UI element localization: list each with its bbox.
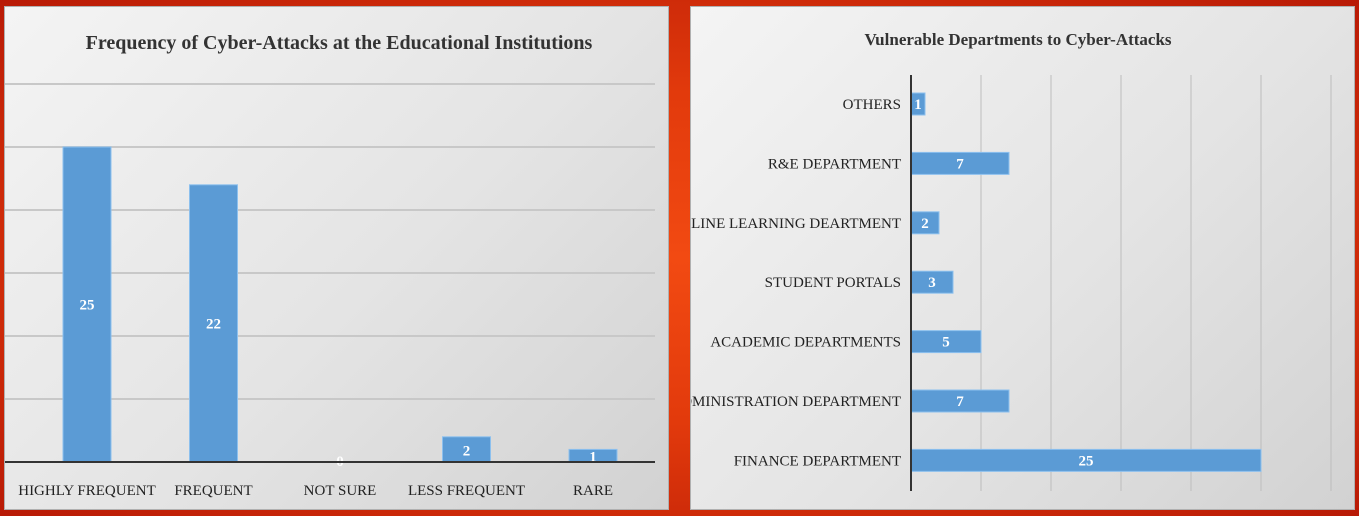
- data-label: 7: [956, 156, 964, 172]
- y-tick-label: FINANCE DEPARTMENT: [734, 453, 901, 469]
- bar-frequent: [189, 184, 238, 463]
- chart-title: Frequency of Cyber-Attacks at the Educat…: [86, 32, 593, 54]
- data-label: 22: [206, 316, 221, 332]
- bar-less-frequent: [442, 436, 491, 463]
- data-label: 2: [463, 443, 471, 459]
- x-tick-label: HIGHLY FREQUENT: [18, 483, 156, 499]
- departments-chart: Vulnerable Departments to Cyber-Attacks 1…: [691, 30, 1332, 491]
- y-tick-label: ACADEMIC DEPARTMENTS: [710, 335, 901, 351]
- y-tick-label: OTHERS: [843, 97, 901, 113]
- data-label: 1: [914, 97, 922, 113]
- data-label: 7: [956, 394, 964, 410]
- left-chart-panel: Frequency of Cyber-Attacks at the Educat…: [4, 6, 669, 510]
- y-tick-label: ADMINISTRATION DEPARTMENT: [691, 394, 901, 410]
- right-chart-panel: Vulnerable Departments to Cyber-Attacks 1…: [690, 6, 1355, 510]
- x-tick-label: RARE: [573, 483, 613, 499]
- y-tick-label: STUDENT PORTALS: [765, 275, 901, 291]
- data-label: 2: [921, 216, 929, 232]
- data-label: 5: [942, 335, 950, 351]
- y-tick-label: ONLINE LEARNING DEARTMENT: [691, 216, 901, 232]
- frequency-chart: Frequency of Cyber-Attacks at the Educat…: [5, 32, 655, 499]
- x-tick-label: FREQUENT: [174, 483, 252, 499]
- data-label: 3: [928, 275, 936, 291]
- chart-title: Vulnerable Departments to Cyber-Attacks: [864, 30, 1171, 49]
- y-tick-label: R&E DEPARTMENT: [768, 156, 901, 172]
- data-label: 25: [80, 298, 95, 314]
- x-tick-label: LESS FREQUENT: [408, 483, 525, 499]
- data-label: 25: [1079, 453, 1094, 469]
- data-label: 1: [589, 450, 597, 466]
- x-tick-label: NOT SURE: [304, 483, 377, 499]
